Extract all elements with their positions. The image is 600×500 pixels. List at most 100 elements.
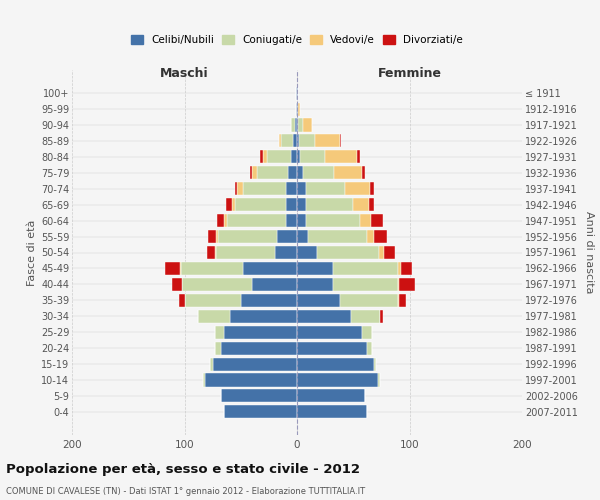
Bar bbox=[292, 150, 297, 164]
Bar bbox=[333, 278, 398, 291]
Bar bbox=[275, 246, 297, 259]
Bar bbox=[224, 214, 227, 227]
Bar bbox=[226, 198, 232, 211]
Bar bbox=[297, 166, 302, 179]
Bar bbox=[302, 166, 334, 179]
Bar bbox=[306, 214, 360, 227]
Bar bbox=[373, 358, 376, 370]
Y-axis label: Fasce di età: Fasce di età bbox=[26, 220, 37, 286]
Bar bbox=[362, 326, 373, 338]
Bar bbox=[252, 278, 297, 291]
Bar bbox=[297, 358, 373, 370]
Bar bbox=[370, 182, 373, 196]
Bar bbox=[346, 182, 370, 196]
Bar bbox=[353, 198, 369, 211]
Bar bbox=[288, 166, 297, 179]
Bar bbox=[297, 230, 308, 243]
Bar bbox=[224, 406, 297, 418]
Bar bbox=[216, 230, 218, 243]
Bar bbox=[279, 134, 281, 147]
Bar bbox=[295, 118, 297, 132]
Bar bbox=[286, 198, 297, 211]
Bar bbox=[243, 182, 286, 196]
Bar bbox=[281, 134, 293, 147]
Bar bbox=[227, 214, 286, 227]
Bar bbox=[260, 150, 263, 164]
Bar bbox=[297, 326, 362, 338]
Text: COMUNE DI CAVALESE (TN) - Dati ISTAT 1° gennaio 2012 - Elaborazione TUTTITALIA.I: COMUNE DI CAVALESE (TN) - Dati ISTAT 1° … bbox=[6, 488, 365, 496]
Bar bbox=[293, 134, 297, 147]
Bar bbox=[229, 310, 297, 323]
Bar bbox=[292, 118, 295, 132]
Bar bbox=[398, 278, 400, 291]
Bar bbox=[400, 278, 415, 291]
Bar bbox=[317, 246, 379, 259]
Bar bbox=[297, 406, 367, 418]
Bar bbox=[379, 246, 383, 259]
Bar bbox=[217, 214, 224, 227]
Bar bbox=[296, 86, 297, 100]
Bar bbox=[340, 134, 341, 147]
Bar bbox=[297, 310, 351, 323]
Text: Popolazione per età, sesso e stato civile - 2012: Popolazione per età, sesso e stato civil… bbox=[6, 462, 360, 475]
Bar bbox=[297, 294, 340, 307]
Legend: Celibi/Nubili, Coniugati/e, Vedovi/e, Divorziati/e: Celibi/Nubili, Coniugati/e, Vedovi/e, Di… bbox=[131, 35, 463, 45]
Bar bbox=[297, 390, 365, 402]
Bar bbox=[398, 294, 400, 307]
Bar bbox=[286, 214, 297, 227]
Bar bbox=[224, 326, 297, 338]
Bar bbox=[398, 262, 401, 275]
Bar bbox=[250, 166, 252, 179]
Bar bbox=[308, 230, 367, 243]
Bar bbox=[333, 262, 398, 275]
Bar bbox=[215, 246, 216, 259]
Bar bbox=[277, 230, 297, 243]
Bar bbox=[298, 118, 302, 132]
Bar bbox=[297, 278, 333, 291]
Bar bbox=[266, 150, 292, 164]
Bar bbox=[296, 102, 297, 116]
Bar bbox=[306, 182, 346, 196]
Bar bbox=[297, 86, 298, 100]
Bar bbox=[235, 198, 286, 211]
Bar bbox=[297, 134, 299, 147]
Bar bbox=[297, 214, 306, 227]
Bar bbox=[208, 230, 216, 243]
Bar bbox=[298, 102, 301, 116]
Bar bbox=[360, 214, 371, 227]
Bar bbox=[367, 230, 373, 243]
Bar bbox=[297, 262, 333, 275]
Bar bbox=[243, 262, 297, 275]
Bar bbox=[212, 358, 297, 370]
Bar bbox=[181, 262, 243, 275]
Bar bbox=[263, 150, 266, 164]
Bar bbox=[351, 310, 380, 323]
Bar bbox=[205, 374, 297, 386]
Bar bbox=[232, 198, 235, 211]
Bar bbox=[299, 134, 315, 147]
Bar bbox=[241, 294, 297, 307]
Bar bbox=[257, 166, 288, 179]
Bar bbox=[401, 262, 412, 275]
Text: Femmine: Femmine bbox=[377, 66, 442, 80]
Bar bbox=[252, 166, 257, 179]
Bar bbox=[203, 374, 205, 386]
Bar bbox=[179, 294, 185, 307]
Bar bbox=[373, 230, 387, 243]
Bar bbox=[306, 198, 353, 211]
Bar bbox=[180, 262, 181, 275]
Bar bbox=[297, 150, 301, 164]
Bar bbox=[297, 102, 298, 116]
Bar bbox=[207, 246, 215, 259]
Bar bbox=[297, 118, 298, 132]
Bar bbox=[215, 342, 221, 354]
Y-axis label: Anni di nascita: Anni di nascita bbox=[584, 211, 595, 294]
Bar bbox=[216, 246, 275, 259]
Bar bbox=[297, 374, 378, 386]
Bar bbox=[362, 166, 365, 179]
Bar bbox=[172, 278, 182, 291]
Bar bbox=[297, 342, 367, 354]
Bar bbox=[221, 342, 297, 354]
Bar bbox=[380, 310, 383, 323]
Bar bbox=[301, 150, 325, 164]
